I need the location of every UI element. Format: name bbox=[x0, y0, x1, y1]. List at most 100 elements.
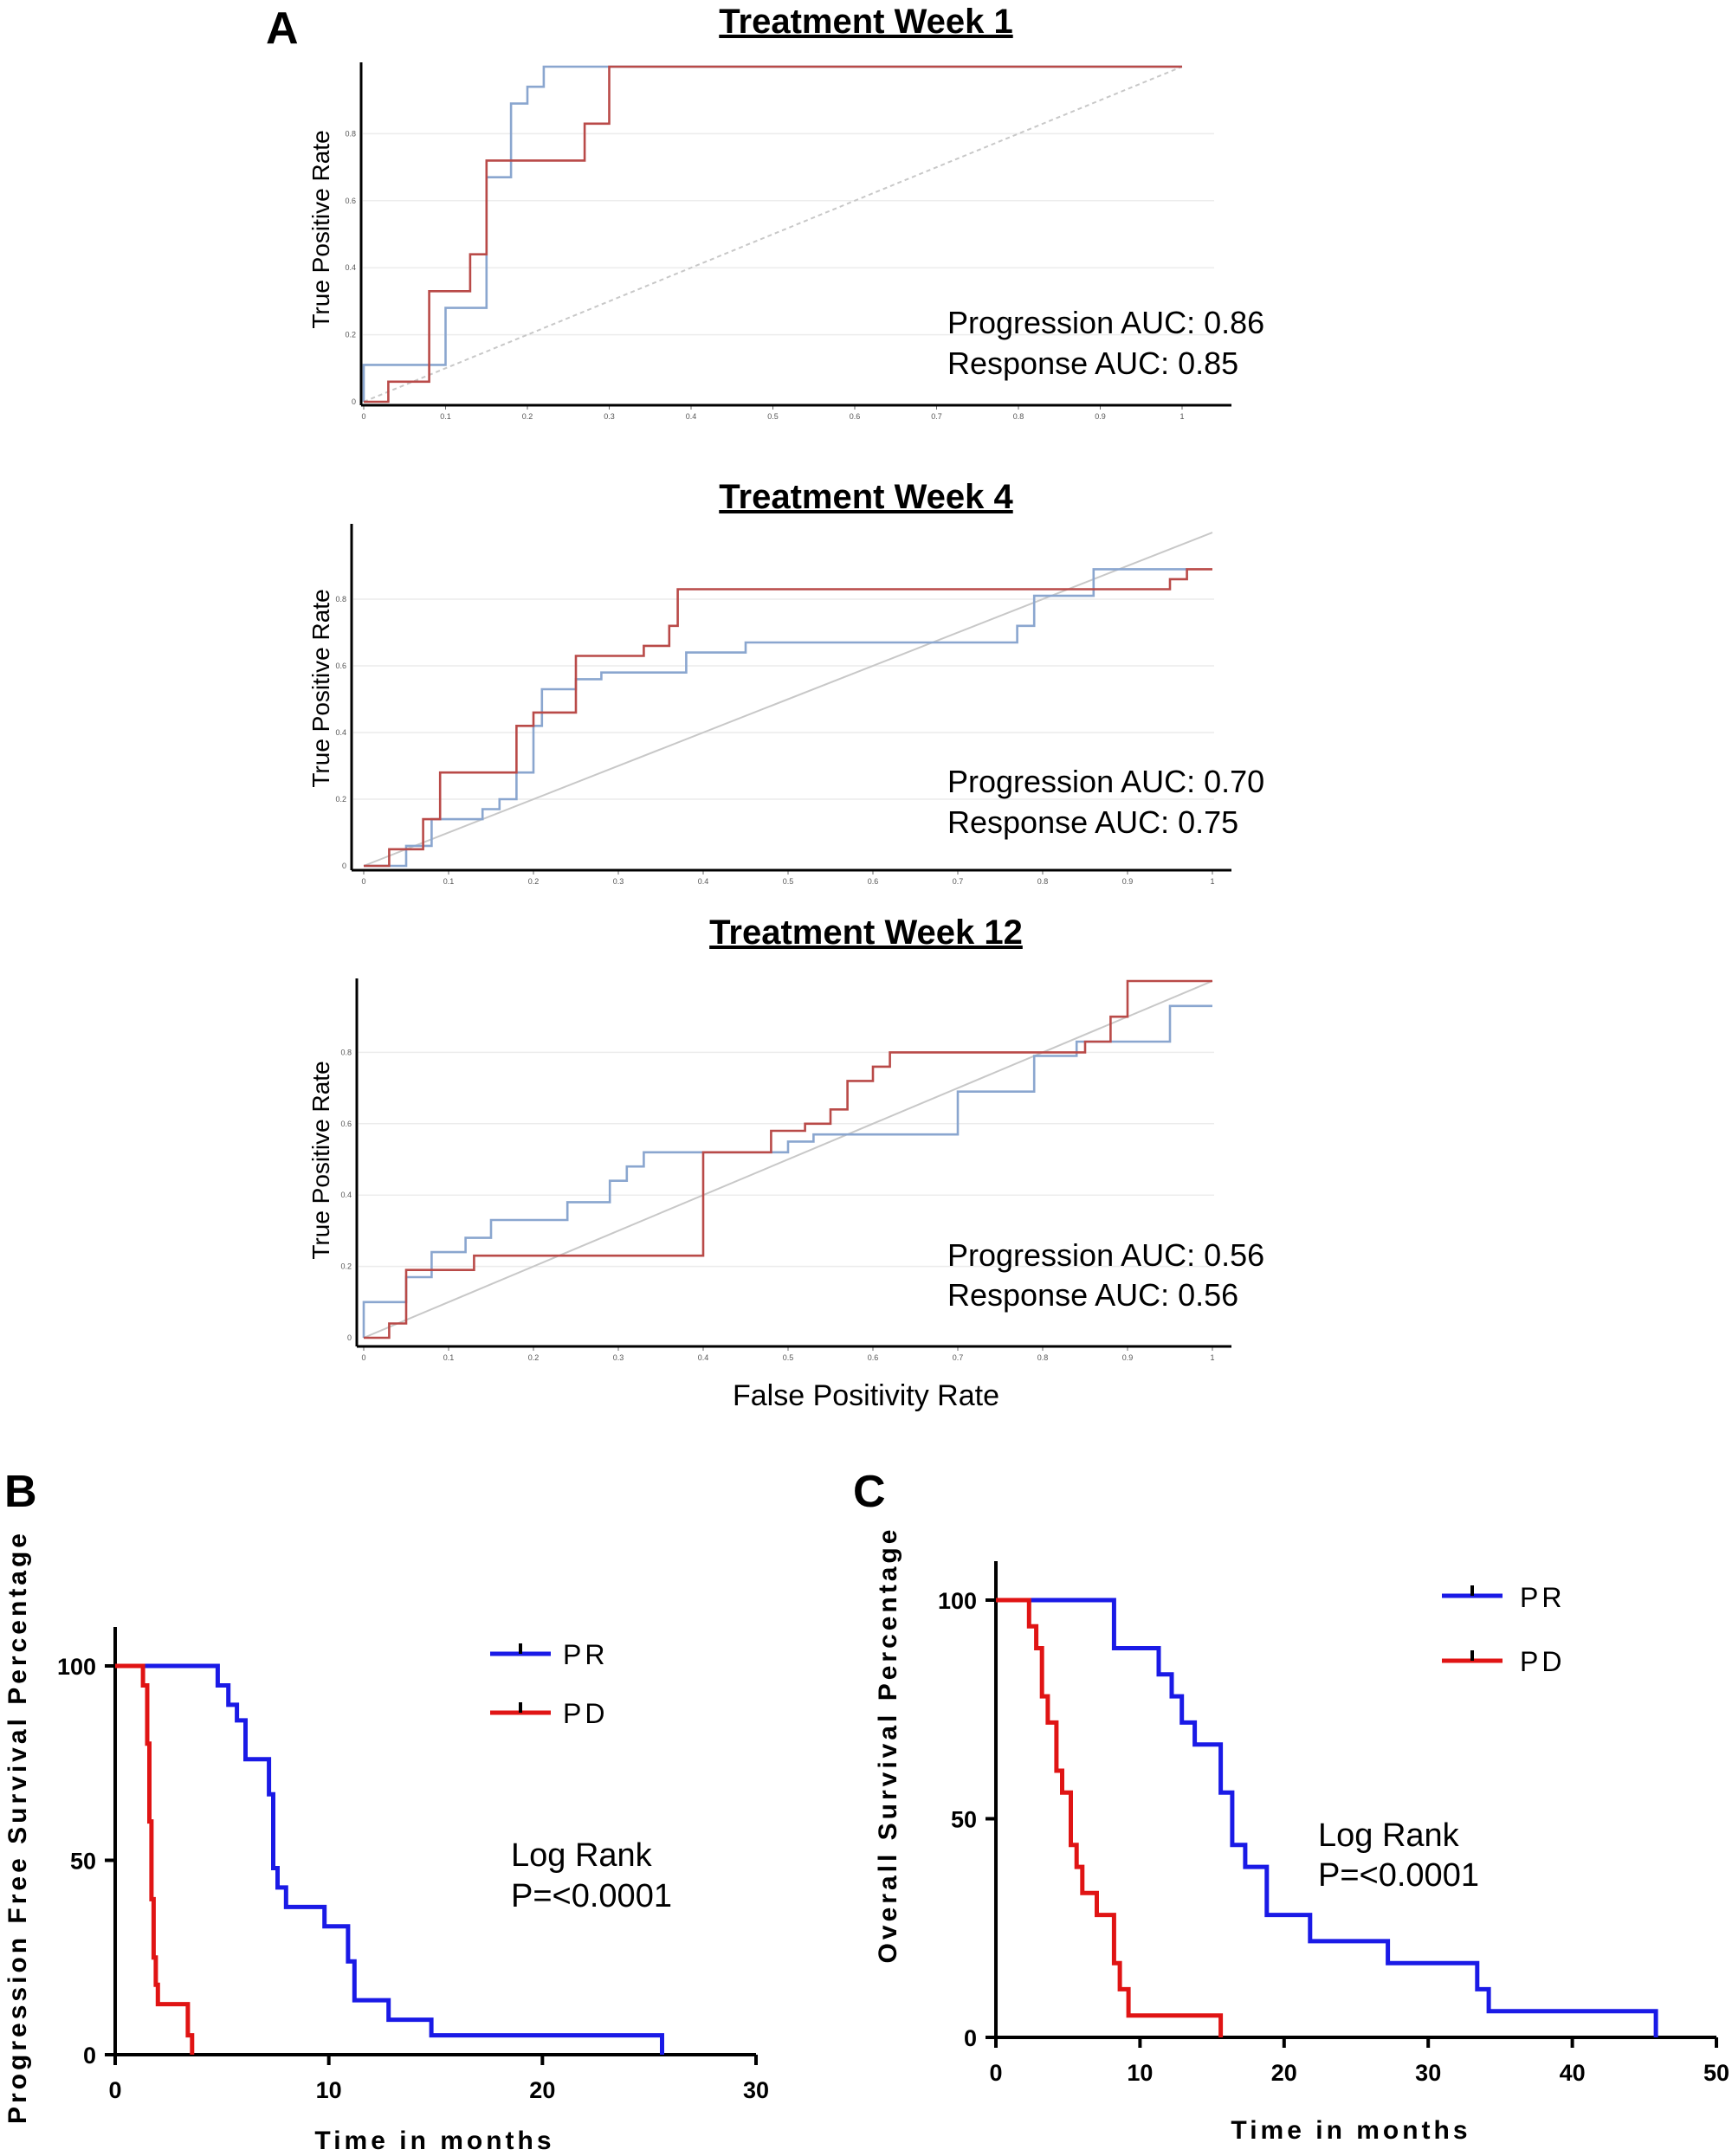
roc-title-week-1: Treatment Week 1 bbox=[719, 3, 1012, 41]
roc-x-tick-label: 0.9 bbox=[1122, 1353, 1134, 1362]
roc-y-tick-label: 0.2 bbox=[335, 795, 346, 804]
km-x-tick-label: 40 bbox=[1560, 2060, 1586, 2086]
roc-ticks-week-12: 0 0.2 0.4 0.6 0.8 0 0.1 0.2 0.3 0.4 0.5 0.6 0.7 0.8 0.… bbox=[340, 1048, 1214, 1362]
roc-chart-week-12: Treatment Week 12 True Positive Rate 0 0.… bbox=[307, 913, 1264, 1362]
legend-pr-label-pfs: PR bbox=[563, 1639, 608, 1670]
panel-c-letter: C bbox=[853, 1467, 886, 1517]
roc-title-week-12: Treatment Week 12 bbox=[709, 913, 1023, 952]
roc-x-tick-label: 0.3 bbox=[613, 1353, 624, 1362]
km-x-tick-label: 30 bbox=[743, 2077, 769, 2103]
roc-y-tick-label: 0.4 bbox=[340, 1191, 352, 1199]
progression-auc-label-week-4: Progression AUC: 0.70 bbox=[947, 764, 1264, 799]
roc-y-tick-label: 0 bbox=[342, 862, 346, 870]
roc-y-tick-label: 0.2 bbox=[340, 1262, 352, 1271]
roc-x-tick-label: 0.8 bbox=[1037, 1353, 1049, 1362]
km-x-tick-label: 0 bbox=[989, 2060, 1002, 2086]
legend-pr-label-os: PR bbox=[1520, 1582, 1565, 1613]
roc-x-tick-label: 0.9 bbox=[1122, 877, 1134, 886]
roc-ticks-week-4: 0 0.2 0.4 0.6 0.8 0 0.1 0.2 0.3 0.4 0.5 0.6 0.7 0.8 0.… bbox=[335, 595, 1214, 886]
km-curve-pr-pfs bbox=[115, 1663, 664, 2055]
roc-axes-week-1 bbox=[359, 62, 1231, 407]
chance-diagonal-week-1 bbox=[363, 66, 1183, 403]
km-y-tick-label: 100 bbox=[938, 1588, 977, 1614]
roc-y-tick-label: 0.8 bbox=[335, 595, 346, 604]
roc-x-tick-label: 0.1 bbox=[440, 412, 451, 421]
roc-chart-week-1: Treatment Week 1 True Positive Rate 0 0.2… bbox=[307, 3, 1264, 421]
roc-x-tick-label: 0.5 bbox=[767, 412, 779, 421]
roc-x-tick-label: 0 bbox=[361, 877, 365, 886]
panel-b-letter: B bbox=[4, 1467, 37, 1517]
roc-y-tick-label: 0.4 bbox=[345, 263, 356, 272]
progression-auc-label-week-1: Progression AUC: 0.86 bbox=[947, 305, 1264, 340]
legend-pd-label-os: PD bbox=[1520, 1646, 1565, 1677]
roc-plot-week-12 bbox=[362, 979, 1213, 1339]
roc-x-tick-label: 1 bbox=[1179, 412, 1184, 421]
response-auc-label-week-12: Response AUC: 0.56 bbox=[947, 1277, 1238, 1313]
km-plot-os bbox=[996, 1598, 1658, 2037]
roc-x-tick-label: 0.6 bbox=[868, 877, 879, 886]
roc-grid-week-12 bbox=[359, 1051, 1214, 1268]
roc-x-tick-label: 0.3 bbox=[604, 412, 615, 421]
km-chart-pfs: Progression Free Survival Percentage Tim… bbox=[3, 1530, 769, 2155]
roc-plot-week-4 bbox=[363, 532, 1213, 868]
chance-diagonal-week-4 bbox=[363, 532, 1213, 867]
roc-y-tick-label: 0 bbox=[352, 397, 356, 406]
roc-x-tick-label: 0.4 bbox=[698, 877, 709, 886]
roc-y-tick-label: 0.8 bbox=[345, 129, 356, 138]
km-x-tick-label: 10 bbox=[316, 2077, 342, 2103]
roc-y-tick-label: 0.6 bbox=[345, 197, 356, 205]
roc-y-tick-label: 0 bbox=[347, 1333, 352, 1342]
roc-y-tick-label: 0.4 bbox=[335, 728, 346, 737]
p-value-label-os: P=<0.0001 bbox=[1318, 1857, 1479, 1894]
response-curve-week-4 bbox=[364, 568, 1187, 868]
roc-y-axis-label-week-4: True Positive Rate bbox=[307, 589, 334, 787]
km-curve-pr-os bbox=[996, 1598, 1658, 2037]
km-axes-pfs bbox=[113, 1627, 756, 2056]
log-rank-label-os: Log Rank bbox=[1318, 1817, 1460, 1854]
roc-axes-week-4 bbox=[350, 524, 1231, 872]
roc-x-tick-label: 0.5 bbox=[783, 1353, 794, 1362]
roc-title-week-4: Treatment Week 4 bbox=[719, 478, 1013, 516]
roc-x-tick-label: 0.8 bbox=[1013, 412, 1024, 421]
km-x-tick-label: 30 bbox=[1415, 2060, 1441, 2086]
roc-x-tick-label: 0 bbox=[361, 1353, 365, 1362]
roc-x-tick-label: 0.8 bbox=[1037, 877, 1049, 886]
km-y-axis-label-pfs: Progression Free Survival Percentage bbox=[3, 1530, 32, 2124]
progression-curve-week-1 bbox=[364, 65, 1182, 403]
legend-pd-label-pfs: PD bbox=[563, 1698, 608, 1729]
roc-y-axis-label-week-1: True Positive Rate bbox=[307, 130, 334, 328]
km-ticks-pfs: 0 50 100 0 10 20 30 bbox=[57, 1654, 769, 2103]
roc-x-tick-label: 0.3 bbox=[613, 877, 624, 886]
roc-grid-week-1 bbox=[363, 132, 1214, 336]
roc-x-tick-label: 0.4 bbox=[686, 412, 697, 421]
roc-x-tick-label: 0.5 bbox=[783, 877, 794, 886]
roc-y-tick-label: 0.6 bbox=[335, 662, 346, 670]
roc-grid-week-4 bbox=[353, 598, 1214, 800]
roc-chart-week-4: Treatment Week 4 True Positive Rate 0 0.2… bbox=[307, 478, 1264, 886]
roc-y-tick-label: 0.2 bbox=[345, 331, 356, 339]
km-y-tick-label: 50 bbox=[951, 1807, 977, 1833]
km-y-tick-label: 100 bbox=[57, 1654, 96, 1680]
km-curve-pd-os bbox=[996, 1598, 1224, 2037]
km-x-tick-label: 10 bbox=[1127, 2060, 1153, 2086]
progression-curve-week-12 bbox=[364, 979, 1212, 1339]
roc-x-tick-label: 0.7 bbox=[953, 1353, 964, 1362]
roc-x-tick-label: 0.2 bbox=[528, 1353, 540, 1362]
km-x-tick-label: 20 bbox=[529, 2077, 555, 2103]
km-x-tick-label: 50 bbox=[1703, 2060, 1729, 2086]
roc-x-tick-label: 0.6 bbox=[850, 412, 861, 421]
km-x-axis-label-os: Time in months bbox=[1231, 2116, 1470, 2145]
roc-y-axis-label-week-12: True Positive Rate bbox=[307, 1061, 334, 1259]
roc-x-tick-label: 0.7 bbox=[931, 412, 942, 421]
roc-x-tick-label: 0.1 bbox=[443, 1353, 455, 1362]
roc-x-tick-label: 1 bbox=[1210, 1353, 1214, 1362]
response-auc-label-week-1: Response AUC: 0.85 bbox=[947, 345, 1238, 381]
roc-x-tick-label: 0.2 bbox=[522, 412, 533, 421]
km-x-tick-label: 20 bbox=[1271, 2060, 1297, 2086]
roc-axes-week-12 bbox=[355, 978, 1231, 1348]
roc-x-axis-label: False Positivity Rate bbox=[733, 1379, 999, 1412]
km-y-tick-label: 0 bbox=[83, 2043, 96, 2069]
progression-curve-week-4 bbox=[364, 568, 1212, 868]
roc-y-tick-label: 0.8 bbox=[340, 1048, 352, 1056]
